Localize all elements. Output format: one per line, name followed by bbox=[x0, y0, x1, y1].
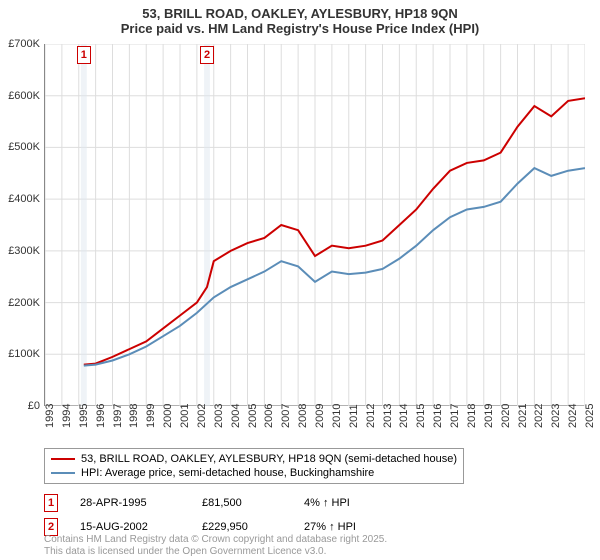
x-tick-label: 2023 bbox=[550, 404, 562, 428]
y-tick-label: £400K bbox=[8, 193, 40, 205]
x-tick-label: 2021 bbox=[517, 404, 529, 428]
x-tick-label: 1994 bbox=[61, 404, 73, 428]
y-tick-label: £300K bbox=[8, 245, 40, 257]
x-tick-label: 2000 bbox=[162, 404, 174, 428]
x-tick-label: 1993 bbox=[44, 404, 56, 428]
series-price_paid bbox=[84, 98, 585, 364]
legend-item: HPI: Average price, semi-detached house,… bbox=[51, 466, 457, 480]
x-tick-label: 1996 bbox=[95, 404, 107, 428]
x-tick-label: 2003 bbox=[213, 404, 225, 428]
x-tick-label: 2007 bbox=[280, 404, 292, 428]
x-tick-label: 2006 bbox=[263, 404, 275, 428]
x-tick-label: 2016 bbox=[432, 404, 444, 428]
footer-line-2: This data is licensed under the Open Gov… bbox=[44, 546, 387, 558]
legend-swatch bbox=[51, 458, 75, 460]
x-tick-label: 2001 bbox=[179, 404, 191, 428]
legend-item: 53, BRILL ROAD, OAKLEY, AYLESBURY, HP18 … bbox=[51, 452, 457, 466]
sale-date: 28-APR-1995 bbox=[80, 497, 180, 509]
title-line-1: 53, BRILL ROAD, OAKLEY, AYLESBURY, HP18 … bbox=[0, 6, 600, 21]
x-tick-label: 2019 bbox=[483, 404, 495, 428]
sale-hpi: 4% ↑ HPI bbox=[304, 497, 384, 509]
y-tick-label: £200K bbox=[8, 297, 40, 309]
sale-price: £229,950 bbox=[202, 521, 282, 533]
x-axis-labels: 1993 1994 1995 1996 1997 1998 1999 2000 2001 2002… bbox=[44, 406, 584, 446]
chart-svg bbox=[45, 44, 585, 406]
x-tick-label: 2002 bbox=[196, 404, 208, 428]
chart-container: 53, BRILL ROAD, OAKLEY, AYLESBURY, HP18 … bbox=[0, 0, 600, 560]
title-block: 53, BRILL ROAD, OAKLEY, AYLESBURY, HP18 … bbox=[0, 0, 600, 40]
x-tick-label: 2015 bbox=[415, 404, 427, 428]
x-tick-label: 2017 bbox=[449, 404, 461, 428]
x-tick-label: 2012 bbox=[365, 404, 377, 428]
chart-plot-area: 12 bbox=[44, 44, 584, 406]
x-tick-label: 1997 bbox=[112, 404, 124, 428]
y-tick-label: £700K bbox=[8, 38, 40, 50]
x-tick-label: 2009 bbox=[314, 404, 326, 428]
x-tick-label: 2005 bbox=[247, 404, 259, 428]
x-tick-label: 2022 bbox=[533, 404, 545, 428]
sale-price: £81,500 bbox=[202, 497, 282, 509]
x-tick-label: 2024 bbox=[567, 404, 579, 428]
attribution-footer: Contains HM Land Registry data © Crown c… bbox=[44, 534, 387, 558]
legend-label: HPI: Average price, semi-detached house,… bbox=[81, 467, 374, 479]
sale-row: 1 28-APR-1995 £81,500 4% ↑ HPI bbox=[44, 494, 384, 512]
x-tick-label: 1995 bbox=[78, 404, 90, 428]
title-line-2: Price paid vs. HM Land Registry's House … bbox=[0, 21, 600, 36]
legend: 53, BRILL ROAD, OAKLEY, AYLESBURY, HP18 … bbox=[44, 448, 584, 484]
footer-line-1: Contains HM Land Registry data © Crown c… bbox=[44, 534, 387, 546]
chart-marker-2: 2 bbox=[200, 46, 214, 64]
legend-label: 53, BRILL ROAD, OAKLEY, AYLESBURY, HP18 … bbox=[81, 453, 457, 465]
x-tick-label: 2008 bbox=[297, 404, 309, 428]
x-tick-label: 1999 bbox=[145, 404, 157, 428]
x-tick-label: 2010 bbox=[331, 404, 343, 428]
y-axis-labels: £0£100K£200K£300K£400K£500K£600K£700K bbox=[0, 44, 42, 406]
sale-date: 15-AUG-2002 bbox=[80, 521, 180, 533]
sale-marker: 1 bbox=[44, 494, 58, 512]
x-tick-label: 2011 bbox=[348, 404, 360, 428]
legend-box: 53, BRILL ROAD, OAKLEY, AYLESBURY, HP18 … bbox=[44, 448, 464, 484]
x-tick-label: 2004 bbox=[230, 404, 242, 428]
chart-marker-1: 1 bbox=[77, 46, 91, 64]
x-tick-label: 2014 bbox=[398, 404, 410, 428]
sale-hpi: 27% ↑ HPI bbox=[304, 521, 384, 533]
x-tick-label: 1998 bbox=[128, 404, 140, 428]
series-hpi bbox=[84, 168, 585, 366]
y-tick-label: £600K bbox=[8, 90, 40, 102]
y-tick-label: £0 bbox=[28, 400, 40, 412]
legend-swatch bbox=[51, 472, 75, 474]
x-tick-label: 2020 bbox=[500, 404, 512, 428]
x-tick-label: 2018 bbox=[466, 404, 478, 428]
y-tick-label: £100K bbox=[8, 348, 40, 360]
x-tick-label: 2025 bbox=[584, 404, 596, 428]
y-tick-label: £500K bbox=[8, 141, 40, 153]
x-tick-label: 2013 bbox=[382, 404, 394, 428]
